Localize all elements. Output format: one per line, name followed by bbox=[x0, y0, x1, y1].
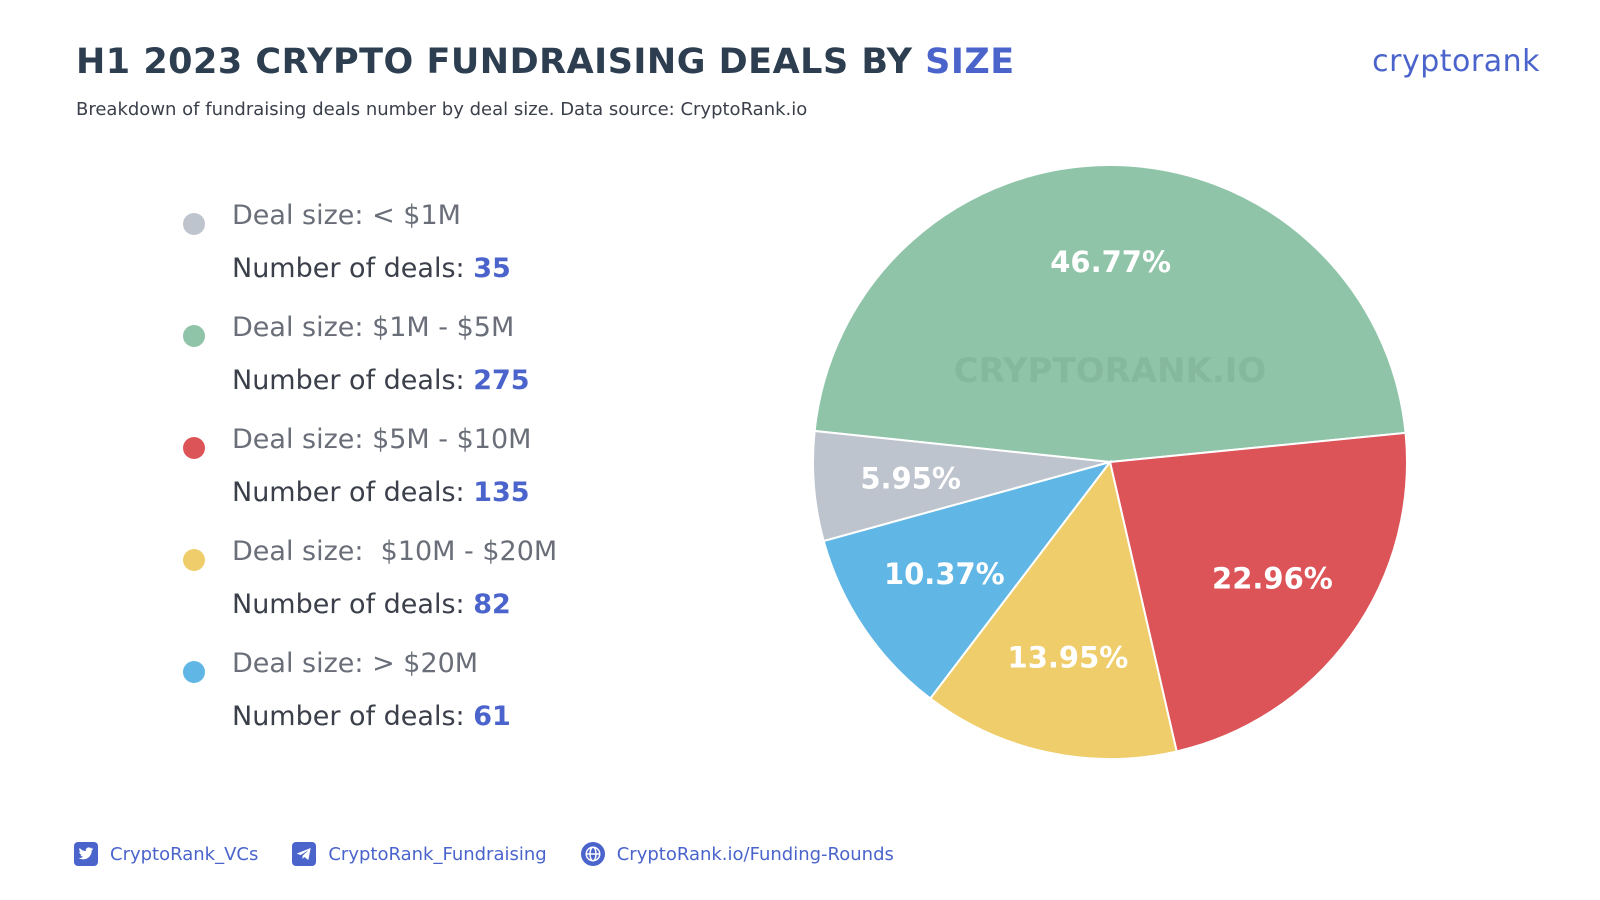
chart-subtitle: Breakdown of fundraising deals number by… bbox=[76, 99, 808, 120]
legend: Deal size: < $1M Number of deals: 35 Dea… bbox=[183, 198, 743, 758]
legend-count-line: Number of deals: 82 bbox=[232, 589, 511, 620]
legend-count-label: Number of deals: bbox=[232, 589, 474, 620]
pie-chart: CRYPTORANK.IO 46.77% 22.96% 13.95% 10.37% 5.… bbox=[812, 164, 1408, 760]
legend-size-label: Deal size: < $1M bbox=[232, 200, 461, 231]
globe-icon bbox=[580, 842, 605, 866]
title-accent: SIZE bbox=[925, 42, 1015, 82]
legend-item: Deal size: $5M - $10M Number of deals: 1… bbox=[183, 422, 743, 534]
footer-link-text: CryptoRank.io/Funding-Rounds bbox=[616, 843, 894, 865]
pie-slice bbox=[822, 460, 1113, 700]
legend-item: Deal size: > $20M Number of deals: 61 bbox=[183, 646, 743, 758]
pie-slice bbox=[812, 429, 1111, 543]
legend-dot bbox=[183, 661, 205, 683]
legend-count-label: Number of deals: bbox=[232, 253, 474, 284]
legend-size-label: Deal size: > $20M bbox=[232, 648, 479, 679]
legend-size-label: Deal size: $5M - $10M bbox=[232, 424, 532, 455]
legend-count-line: Number of deals: 35 bbox=[232, 253, 511, 284]
legend-count-label: Number of deals: bbox=[232, 477, 474, 508]
legend-count-value: 61 bbox=[473, 701, 511, 732]
footer-link-text: CryptoRank_Fundraising bbox=[328, 843, 547, 865]
brand-logo: cryptorank bbox=[1372, 44, 1540, 79]
pie-slice-label: 22.96% bbox=[1212, 562, 1333, 596]
pie-slice-label: 13.95% bbox=[1008, 641, 1129, 675]
telegram-icon bbox=[292, 842, 317, 866]
twitter-icon bbox=[74, 842, 98, 866]
legend-count-value: 275 bbox=[473, 365, 530, 396]
pie-slice bbox=[1108, 431, 1408, 753]
legend-count-value: 82 bbox=[473, 589, 511, 620]
legend-count-value: 35 bbox=[473, 253, 511, 284]
footer-link-website[interactable]: CryptoRank.io/Funding-Rounds bbox=[580, 842, 894, 866]
legend-count-line: Number of deals: 135 bbox=[232, 477, 530, 508]
footer-link-twitter[interactable]: CryptoRank_VCs bbox=[74, 842, 258, 866]
pie-slice bbox=[813, 164, 1407, 464]
legend-dot bbox=[183, 549, 205, 571]
legend-dot bbox=[183, 325, 205, 347]
footer-link-telegram[interactable]: CryptoRank_Fundraising bbox=[292, 842, 547, 866]
legend-count-value: 135 bbox=[473, 477, 530, 508]
legend-item: Deal size: $10M - $20M Number of deals: … bbox=[183, 534, 743, 646]
legend-size-label: Deal size: $1M - $5M bbox=[232, 312, 515, 343]
legend-count-label: Number of deals: bbox=[232, 365, 474, 396]
legend-item: Deal size: $1M - $5M Number of deals: 27… bbox=[183, 310, 743, 422]
legend-size-label: Deal size: $10M - $20M bbox=[232, 536, 558, 567]
legend-count-line: Number of deals: 61 bbox=[232, 701, 511, 732]
footer-link-text: CryptoRank_VCs bbox=[110, 843, 259, 865]
footer: CryptoRank_VCs CryptoRank_Fundraising Cr… bbox=[74, 842, 928, 866]
pie-slice-label: 46.77% bbox=[1050, 245, 1171, 279]
chart-title: H1 2023 CRYPTO FUNDRAISING DEALS BY SIZE bbox=[76, 42, 1015, 82]
legend-dot bbox=[183, 213, 205, 235]
legend-count-line: Number of deals: 275 bbox=[232, 365, 530, 396]
watermark: CRYPTORANK.IO bbox=[954, 351, 1267, 391]
legend-count-label: Number of deals: bbox=[232, 701, 474, 732]
pie-slice-label: 10.37% bbox=[884, 557, 1005, 591]
pie-slice-label: 5.95% bbox=[860, 461, 961, 495]
title-main: H1 2023 CRYPTO FUNDRAISING DEALS BY bbox=[76, 42, 926, 82]
pie-slice bbox=[928, 459, 1178, 760]
legend-item: Deal size: < $1M Number of deals: 35 bbox=[183, 198, 743, 310]
legend-dot bbox=[183, 437, 205, 459]
